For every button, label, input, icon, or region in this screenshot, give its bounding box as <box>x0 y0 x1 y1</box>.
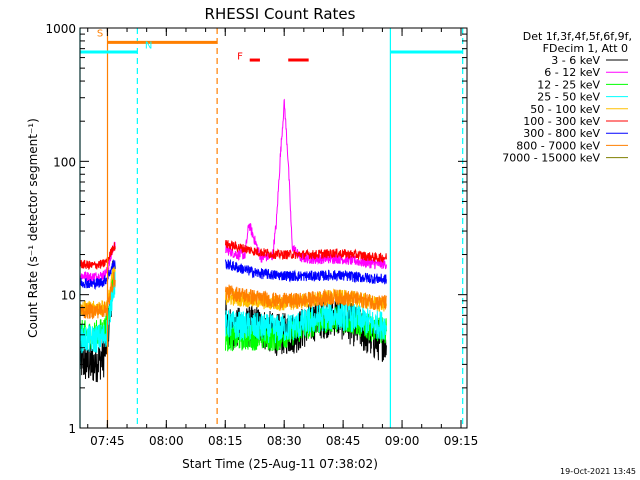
x-tick-label-1: 08:00 <box>149 434 184 448</box>
legend-label-100-300-kev: 100 - 300 keV <box>523 115 600 128</box>
bar-label-n: N <box>145 41 152 52</box>
date-stamp: 19-Oct-2021 13:45 <box>560 467 636 476</box>
series-line-25-50-kev <box>80 270 387 354</box>
x-axis-label: Start Time (25-Aug-11 07:38:02) <box>182 457 378 471</box>
legend-label-3-6-kev: 3 - 6 keV <box>551 54 600 67</box>
x-tick-label-5: 09:00 <box>385 434 420 448</box>
x-tick-label-4: 08:45 <box>326 434 361 448</box>
annotation-layer: S N F <box>79 28 464 428</box>
legend-label-50-100-kev: 50 - 100 keV <box>530 103 600 116</box>
chart-title: RHESSI Count Rates <box>205 5 356 23</box>
y-tick-label-3: 1000 <box>45 22 76 36</box>
x-tick-label-0: 07:45 <box>90 434 125 448</box>
legend-label-6-12-kev: 6 - 12 keV <box>544 66 600 79</box>
legend-label-7000-15000-kev: 7000 - 15000 keV <box>502 152 600 165</box>
legend-header-line-1: Det 1f,3f,4f,5f,6f,9f, <box>523 30 632 43</box>
series-layer <box>80 98 387 383</box>
legend-label-800-7000-kev: 800 - 7000 keV <box>516 139 600 152</box>
x-tick-label-2: 08:15 <box>208 434 243 448</box>
legend-label-12-25-kev: 12 - 25 keV <box>537 78 600 91</box>
legend-label-300-800-kev: 300 - 800 keV <box>523 127 600 140</box>
axes-layer: 07:45 08:00 08:15 08:30 08:45 09:00 09:15 1 10 10… <box>45 22 478 448</box>
legend-label-25-50-kev: 25 - 50 keV <box>537 91 600 104</box>
series-line-800-7000-kev <box>80 271 387 320</box>
legend-header-line-2: FDecim 1, Att 0 <box>543 42 628 55</box>
x-tick-label-6: 09:15 <box>444 434 479 448</box>
series-line-300-800-kev <box>80 258 387 290</box>
x-tick-label-3: 08:30 <box>267 434 302 448</box>
series-line-100-300-kev <box>80 240 387 270</box>
y-tick-label-2: 100 <box>53 155 76 169</box>
y-tick-label-1: 10 <box>61 289 76 303</box>
plot-frame <box>79 27 468 429</box>
y-axis-label: Count Rate (s⁻¹ detector segment⁻¹) <box>26 118 40 338</box>
y-tick-label-0: 1 <box>68 422 76 436</box>
legend: Det 1f,3f,4f,5f,6f,9f, FDecim 1, Att 0 3… <box>502 30 632 165</box>
bar-label-s: S <box>97 29 103 40</box>
flare-label: F <box>237 52 243 63</box>
